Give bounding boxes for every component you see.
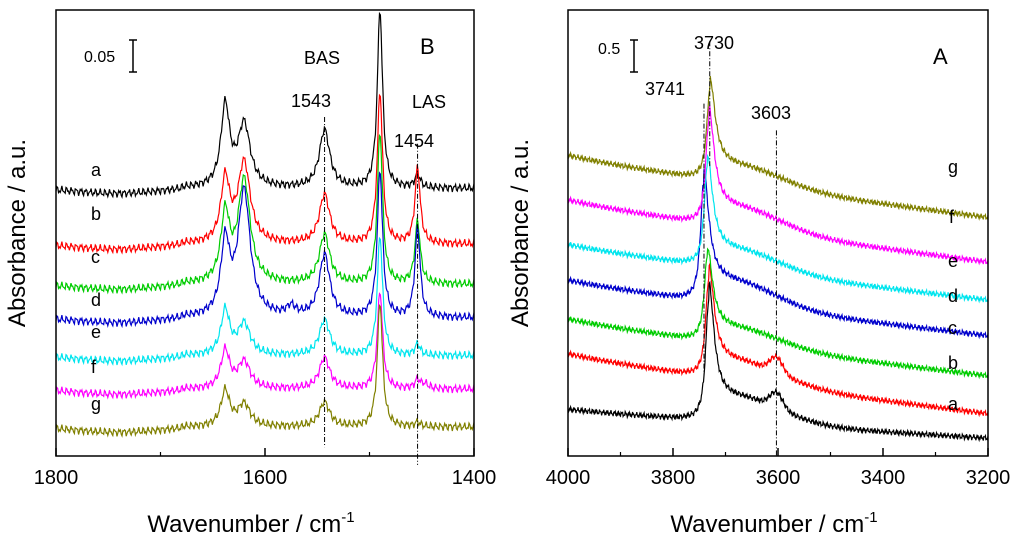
panel-b-series-label-g: g <box>91 394 101 414</box>
panel-b-series-label-a: a <box>91 160 102 180</box>
panel-b-spectrum-d <box>55 171 475 329</box>
panel-b-series-label-b: b <box>91 204 101 224</box>
panel-b-spectrum-f <box>55 292 475 400</box>
panel-a-scale-bar: 0.5 <box>598 39 638 73</box>
panel-a-spectrum-f <box>567 104 989 266</box>
panel-b-tick-label-1400: 1400 <box>452 467 497 489</box>
peak-1543-annotation: 1543 <box>291 91 331 111</box>
panel-a-spectrum-d <box>567 168 989 340</box>
panel-a-x-axis-label: Wavenumber / cm-1 <box>670 509 877 538</box>
panel-b-x-ticks: 1800 1600 1400 <box>34 448 497 489</box>
panel-a-series-label-f: f <box>949 207 955 227</box>
panel-b-series-labels: a b c d e f g <box>91 160 102 414</box>
panel-b-spectrum-c <box>55 133 475 295</box>
panel-a-label: A <box>933 44 948 69</box>
panel-a-reference-lines <box>703 41 777 456</box>
panel-b-spectrum-b <box>55 93 475 255</box>
panel-a-series-label-e: e <box>948 251 958 271</box>
panel-a-scale-bar-label: 0.5 <box>598 41 620 58</box>
panel-b-spectrum-g <box>55 303 475 438</box>
panel-a-spectrum-g <box>567 76 989 221</box>
panel-a-tick-label-3400: 3400 <box>861 467 906 489</box>
peak-1454-annotation: 1454 <box>394 131 434 151</box>
panel-a-series-label-a: a <box>948 394 959 414</box>
panel-a-series-label-g: g <box>948 157 958 177</box>
panel-b-label: B <box>420 34 435 59</box>
panel-b-x-axis-label: Wavenumber / cm-1 <box>147 509 354 538</box>
panel-a-spectrum-a <box>567 280 989 443</box>
panel-b-pyridine-spectra: 1800 1600 1400 B 0.05 BAS 1543 LAS 1454 a … <box>4 9 497 538</box>
panel-a-plot-frame <box>567 9 989 457</box>
panel-a-hydroxyl-spectra: 4000 3800 3600 3400 3200 A 0.5 3730 3741 360… <box>507 9 1011 538</box>
panel-a-series-label-c: c <box>948 318 957 338</box>
panel-a-tick-label-3200: 3200 <box>966 467 1011 489</box>
panel-a-series-labels: g f e d c b a <box>948 157 959 414</box>
panel-b-tick-label-1600: 1600 <box>243 467 288 489</box>
panel-b-spectrum-e <box>55 236 475 367</box>
panel-a-series-group <box>567 76 989 443</box>
panel-a-tick-label-3600: 3600 <box>756 467 801 489</box>
peak-3741-annotation: 3741 <box>645 79 685 99</box>
panel-a-y-axis-label: Absorbance / a.u. <box>507 139 534 327</box>
bas-annotation: BAS <box>304 48 340 68</box>
panel-b-scale-bar: 0.05 <box>84 39 137 73</box>
panel-b-spectrum-a <box>55 11 475 199</box>
panel-a-x-ticks: 4000 3800 3600 3400 3200 <box>546 448 1011 489</box>
panel-b-series-group <box>55 11 475 438</box>
peak-3603-annotation: 3603 <box>751 103 791 123</box>
panel-b-tick-label-1800: 1800 <box>34 467 79 489</box>
panel-b-series-label-e: e <box>91 322 101 342</box>
panel-b-plot-frame <box>55 9 475 457</box>
peak-3730-annotation: 3730 <box>694 33 734 53</box>
panel-a-spectrum-e <box>567 153 989 304</box>
panel-a-spectrum-c <box>567 247 989 380</box>
panel-a-series-label-d: d <box>948 286 958 306</box>
panel-b-scale-bar-label: 0.05 <box>84 49 115 66</box>
panel-b-series-label-d: d <box>91 290 101 310</box>
las-annotation: LAS <box>412 92 446 112</box>
panel-a-tick-label-3800: 3800 <box>651 467 696 489</box>
panel-b-y-axis-label: Absorbance / a.u. <box>4 139 31 327</box>
panel-b-series-label-c: c <box>91 247 100 267</box>
panel-a-spectrum-b <box>567 262 989 418</box>
panel-a-series-label-b: b <box>948 353 958 373</box>
panel-b-reference-lines <box>324 117 419 465</box>
panel-a-tick-label-4000: 4000 <box>546 467 591 489</box>
panel-b-series-label-f: f <box>91 357 97 377</box>
